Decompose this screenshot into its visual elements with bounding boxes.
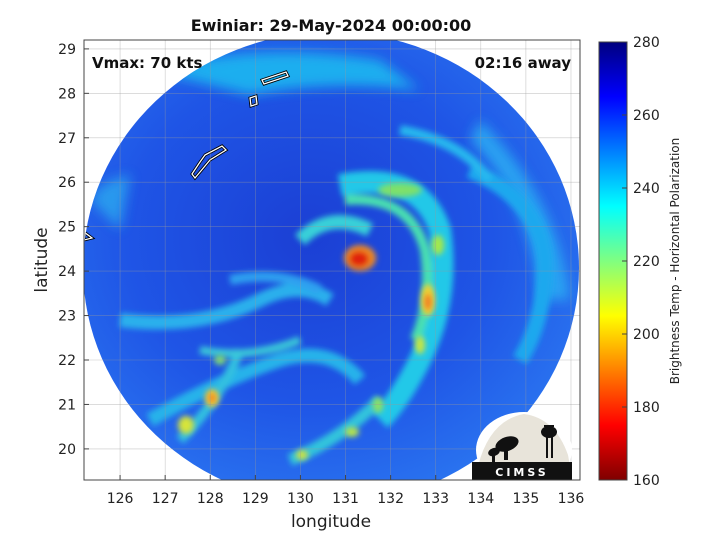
x-tick-label: 126 [107, 491, 134, 507]
colorbar-tick-label: 200 [633, 327, 660, 343]
y-tick-label: 28 [58, 86, 76, 102]
y-axis-label: latitude [32, 227, 52, 292]
colorbar-ticks: 160 180 200 220 240 260 280 [622, 35, 660, 489]
y-tick-label: 25 [58, 220, 76, 236]
time-offset-label: 02:16 away [475, 54, 572, 72]
x-tick-label: 135 [513, 491, 540, 507]
x-tick-label: 129 [242, 491, 269, 507]
y-tick-label: 22 [58, 353, 76, 369]
y-tick-label: 24 [58, 264, 76, 280]
colorbar: 160 180 200 220 240 260 280 Brightness Temp - … [598, 35, 682, 489]
chart-title: Ewiniar: 29-May-2024 00:00:00 [191, 16, 472, 35]
colorbar-tick-label: 280 [633, 35, 660, 51]
colorbar-tick-label: 220 [633, 254, 660, 270]
x-tick-label: 128 [197, 491, 224, 507]
x-axis: 126 127 128 129 130 131 132 133 134 135 136 [107, 475, 585, 507]
x-tick-label: 131 [332, 491, 359, 507]
x-tick-label: 130 [287, 491, 314, 507]
colorbar-tick-label: 240 [633, 181, 660, 197]
y-tick-label: 26 [58, 175, 76, 191]
vmax-label: Vmax: 70 kts [92, 54, 202, 72]
y-axis: 20 21 22 23 24 25 26 27 28 29 [58, 42, 89, 458]
x-tick-label: 136 [558, 491, 585, 507]
x-tick-label: 132 [377, 491, 404, 507]
x-tick-label: 127 [152, 491, 179, 507]
cimss-logo: CIMSS [472, 412, 572, 488]
y-tick-label: 21 [58, 397, 76, 413]
colorbar-label: Brightness Temp - Horizontal Polarizatio… [668, 138, 682, 385]
y-tick-label: 23 [58, 309, 76, 325]
cimss-logo-text: CIMSS [495, 466, 548, 479]
x-axis-label: longitude [291, 512, 371, 532]
x-tick-label: 133 [422, 491, 449, 507]
y-tick-label: 20 [58, 442, 76, 458]
colorbar-tick-label: 180 [633, 400, 660, 416]
colorbar-tick-label: 160 [633, 473, 660, 489]
colorbar-tick-label: 260 [633, 108, 660, 124]
x-tick-label: 134 [467, 491, 494, 507]
y-tick-label: 29 [58, 42, 76, 58]
y-tick-label: 27 [58, 131, 76, 147]
